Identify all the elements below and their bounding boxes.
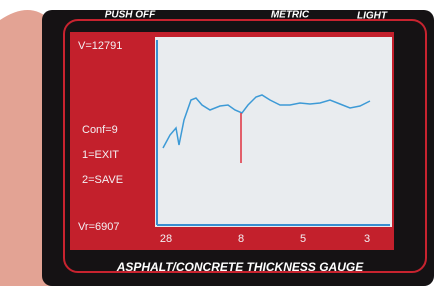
x-label: 3 [364,233,370,245]
graph-area [155,37,392,227]
menu-item: 1=EXIT [82,149,119,161]
menu-item: 2=SAVE [82,174,123,186]
confidence: Conf=9 [82,124,118,136]
x-label: 28 [160,233,172,245]
velocity: V=12791 [78,40,122,52]
button-label: PUSH OFF [105,10,156,21]
button-label: METRIC [271,10,310,21]
x-label: 8 [238,233,244,245]
device-title: ASPHALT/CONCRETE THICKNESS GAUGE [116,260,364,274]
screenshot: PUSH OFF METRIC LIGHT ASPHALT/CONCRETE T… [0,0,445,286]
reference: Vr=6907 [78,221,120,233]
button-label: LIGHT [357,11,388,22]
x-label: 5 [300,233,306,245]
